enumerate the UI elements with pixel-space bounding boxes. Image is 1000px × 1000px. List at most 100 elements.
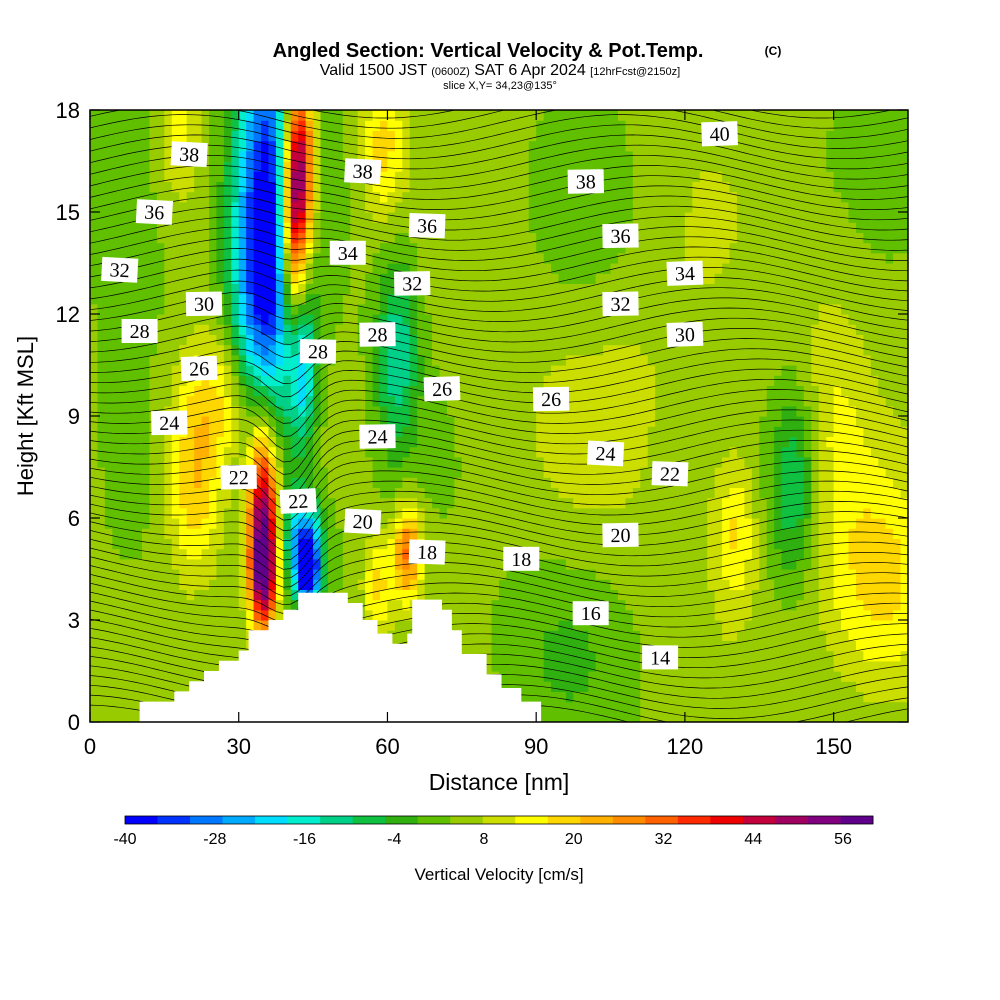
velocity-cell xyxy=(573,569,582,580)
velocity-cell xyxy=(268,446,277,458)
velocity-cell xyxy=(112,436,121,448)
velocity-cell xyxy=(201,130,210,142)
velocity-cell xyxy=(499,171,508,182)
velocity-cell xyxy=(699,518,708,529)
velocity-cell xyxy=(476,446,485,458)
velocity-cell xyxy=(90,589,99,601)
velocity-cell xyxy=(402,477,411,488)
velocity-cell xyxy=(216,273,225,284)
velocity-cell xyxy=(223,120,232,131)
velocity-cell xyxy=(119,140,128,152)
velocity-cell xyxy=(179,477,188,488)
velocity-cell xyxy=(350,181,359,193)
velocity-cell xyxy=(394,140,403,152)
velocity-cell xyxy=(439,599,448,611)
velocity-cell xyxy=(565,650,574,662)
velocity-cell xyxy=(208,161,218,172)
velocity-cell xyxy=(283,161,292,172)
velocity-cell xyxy=(558,344,567,356)
velocity-cell xyxy=(112,650,121,662)
velocity-cell xyxy=(380,120,389,131)
velocity-cell xyxy=(223,365,232,376)
velocity-cell xyxy=(640,273,649,284)
velocity-cell xyxy=(625,324,634,335)
velocity-cell xyxy=(684,660,693,672)
velocity-cell xyxy=(692,191,701,203)
velocity-cell xyxy=(298,314,307,325)
velocity-cell xyxy=(610,416,619,427)
velocity-cell xyxy=(350,212,359,223)
velocity-cell xyxy=(327,293,336,305)
velocity-cell xyxy=(662,711,671,722)
velocity-cell xyxy=(461,324,470,335)
velocity-cell xyxy=(521,161,530,172)
velocity-cell xyxy=(692,232,701,244)
velocity-cell xyxy=(558,181,567,193)
velocity-cell xyxy=(104,344,113,356)
velocity-cell xyxy=(394,518,403,529)
velocity-cell xyxy=(647,293,656,305)
velocity-cell xyxy=(461,242,470,254)
velocity-cell xyxy=(446,558,455,570)
velocity-cell xyxy=(380,273,389,284)
velocity-cell xyxy=(149,640,158,652)
velocity-cell xyxy=(246,538,255,550)
velocity-cell xyxy=(506,191,515,203)
velocity-cell xyxy=(372,558,381,570)
velocity-cell xyxy=(186,599,195,611)
velocity-cell xyxy=(655,569,664,580)
velocity-cell xyxy=(677,201,686,213)
velocity-cell xyxy=(387,487,396,499)
velocity-cell xyxy=(543,487,552,499)
velocity-cell xyxy=(454,344,463,356)
velocity-cell xyxy=(104,314,113,325)
velocity-cell xyxy=(149,140,158,152)
velocity-cell xyxy=(246,191,255,203)
velocity-cell xyxy=(536,130,545,142)
velocity-cell xyxy=(692,640,701,652)
velocity-cell xyxy=(647,283,656,295)
velocity-cell xyxy=(521,620,530,631)
velocity-cell xyxy=(320,436,329,448)
velocity-cell xyxy=(536,140,545,152)
velocity-cell xyxy=(231,181,240,193)
velocity-cell xyxy=(149,487,158,499)
velocity-cell xyxy=(595,191,604,203)
velocity-cell xyxy=(573,681,582,692)
velocity-cell xyxy=(268,518,277,529)
velocity-cell xyxy=(268,426,277,437)
velocity-cell xyxy=(90,191,99,203)
velocity-cell xyxy=(677,528,686,539)
velocity-cell xyxy=(543,416,552,427)
velocity-cell xyxy=(699,650,708,662)
velocity-cell xyxy=(127,609,136,621)
velocity-cell xyxy=(156,609,165,621)
velocity-cell xyxy=(491,436,500,448)
velocity-cell xyxy=(603,569,612,580)
velocity-cell xyxy=(573,222,582,233)
velocity-cell xyxy=(424,477,433,488)
velocity-cell xyxy=(565,548,574,560)
velocity-cell xyxy=(439,477,448,488)
velocity-cell xyxy=(521,314,530,325)
velocity-cell xyxy=(684,528,693,539)
velocity-cell xyxy=(97,548,106,560)
velocity-cell xyxy=(171,528,180,539)
velocity-cell xyxy=(246,263,255,274)
velocity-cell xyxy=(194,650,203,662)
velocity-cell xyxy=(119,579,128,590)
velocity-cell xyxy=(536,365,545,376)
velocity-cell xyxy=(551,303,560,315)
velocity-cell xyxy=(476,507,485,519)
velocity-cell xyxy=(476,191,485,203)
velocity-cell xyxy=(298,252,307,264)
velocity-cell xyxy=(543,589,552,601)
velocity-cell xyxy=(231,212,240,223)
velocity-cell xyxy=(394,569,403,580)
velocity-cell xyxy=(112,416,121,427)
velocity-cell xyxy=(380,405,389,417)
velocity-cell xyxy=(551,140,560,152)
velocity-cell xyxy=(372,263,381,274)
velocity-cell xyxy=(179,446,188,458)
velocity-cell xyxy=(573,477,582,488)
